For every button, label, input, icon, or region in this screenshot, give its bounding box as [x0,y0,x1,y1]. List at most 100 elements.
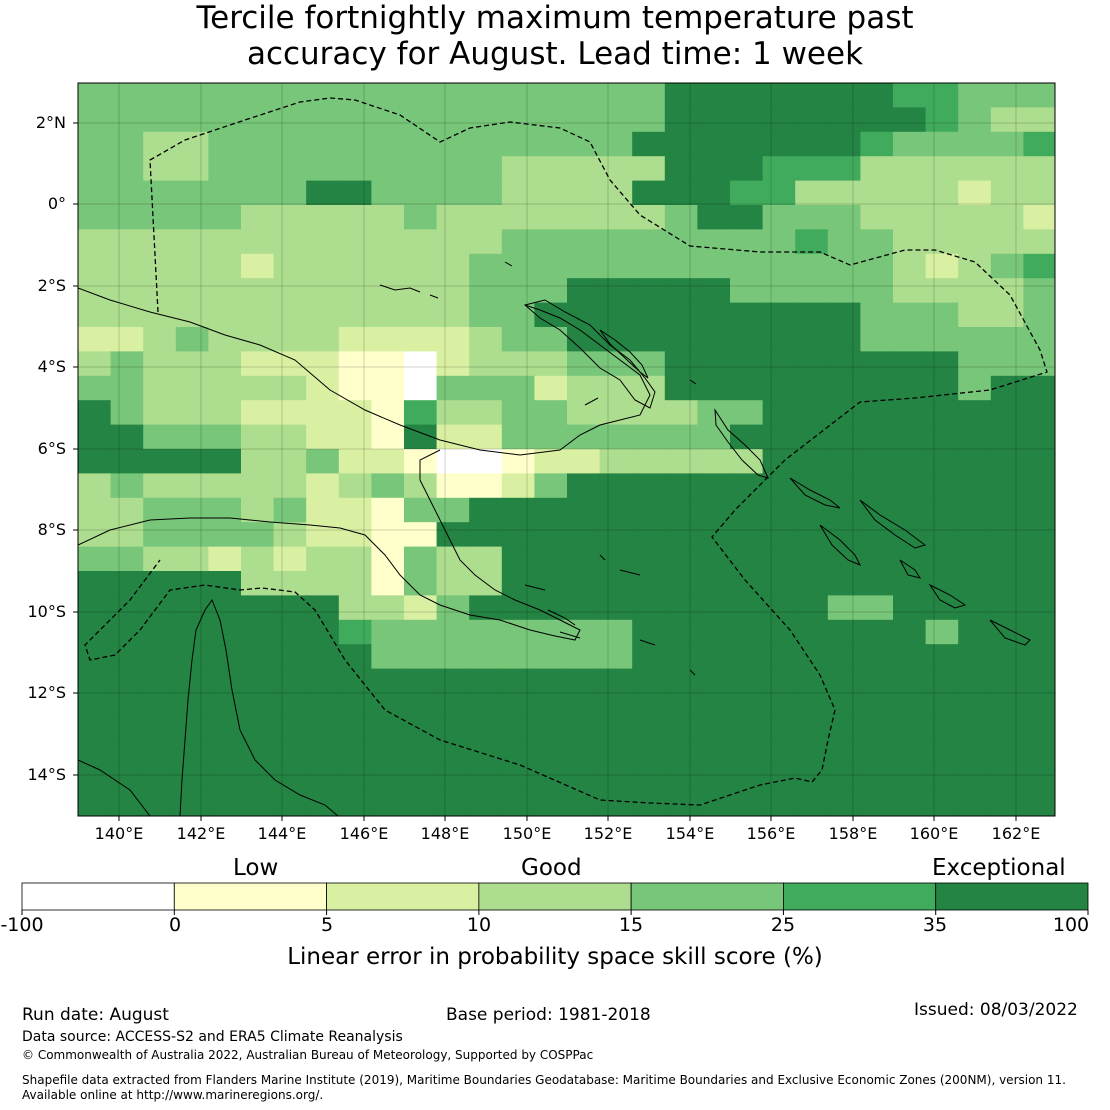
skill-cell [795,131,829,157]
skill-cell [78,351,112,377]
skill-cell [78,278,112,304]
base-period: Base period: 1981-2018 [446,1005,651,1025]
coastline-islands-north [379,261,697,406]
skill-cell [567,107,601,133]
skill-cell [404,278,438,304]
skill-cell [143,619,177,645]
skill-cell [1023,302,1055,328]
skill-cell [208,131,242,157]
skill-cell [436,571,470,596]
skill-cell [273,375,307,401]
skill-cell [958,205,992,230]
skill-cell [306,253,340,279]
skill-cell [110,205,144,230]
skill-cell [208,424,242,450]
skill-cell [860,449,894,474]
skill-cell [208,205,242,230]
skill-cell [632,83,666,108]
skill-cell [241,351,275,377]
map-gridlines [78,83,1055,816]
skill-cell [697,741,731,767]
skill-cell [990,595,1024,621]
skill-cell [404,741,438,767]
skill-cell [762,205,796,230]
skill-cell [762,595,796,621]
skill-cell [338,424,372,450]
coastline-cape-york [179,598,339,816]
skill-cell [306,83,340,108]
skill-cell [664,351,698,377]
skill-cell [110,546,144,572]
skill-cell [110,595,144,621]
skill-cell [143,107,177,133]
skill-cell [925,522,959,548]
skill-cell [1023,375,1055,401]
skill-cell [78,449,112,474]
skill-cell [827,790,861,816]
skill-cell [730,131,764,157]
skill-cell [175,571,209,596]
skill-cell [501,278,535,304]
lon-label-146e: 146°E [339,824,389,843]
skill-cell [893,790,927,816]
skill-cell [306,205,340,230]
lat-label-8s: 8°S [37,520,66,539]
coastline-solomons-6 [899,559,922,579]
skill-cell [925,790,959,816]
skill-cell [730,375,764,401]
skill-cell [925,595,959,621]
skill-cell [762,668,796,694]
skill-cell [762,497,796,523]
skill-cell [404,131,438,157]
skill-cell [697,375,731,401]
skill-cell [273,229,307,255]
skill-cell [599,741,633,767]
skill-cell [306,449,340,474]
skill-cell [827,229,861,255]
skill-cell [306,107,340,133]
skill-cell [273,449,307,474]
skill-cell [501,180,535,206]
skill-cell [338,302,372,328]
skill-cell [990,424,1024,450]
skill-cell [143,790,177,816]
skill-cell [436,693,470,718]
skill-cell [110,83,144,108]
skill-cell [1023,83,1055,108]
skill-cell [1023,424,1055,450]
coastline-islands-east [524,554,696,676]
skill-cell [78,156,112,182]
skill-cell [469,107,503,133]
title-line-2: accuracy for August. Lead time: 1 week [246,36,864,72]
skill-cell [175,302,209,328]
skill-cell [241,156,275,182]
skill-cell [469,595,503,621]
skill-cell [534,473,568,499]
skill-cell [925,205,959,230]
skill-cell [241,327,275,352]
skill-cell [795,83,829,108]
skill-cell [338,253,372,279]
skill-cell [143,668,177,694]
skill-cell [860,229,894,255]
skill-cell [534,229,568,255]
skill-cell [795,229,829,255]
skill-cell [827,473,861,499]
skill-cell [175,327,209,352]
skill-cell [241,83,275,108]
skill-cell [730,205,764,230]
skill-cell [143,546,177,572]
skill-cell [860,302,894,328]
skill-cell [241,766,275,792]
skill-cell [730,424,764,450]
skill-cell [306,351,340,377]
skill-cell [664,473,698,499]
skill-cell [306,693,340,718]
skill-cell [404,668,438,694]
skill-cell [599,766,633,792]
skill-cell [208,302,242,328]
skill-cell [762,717,796,743]
skill-cell [632,693,666,718]
skill-cell [860,205,894,230]
skill-cell [990,253,1024,279]
